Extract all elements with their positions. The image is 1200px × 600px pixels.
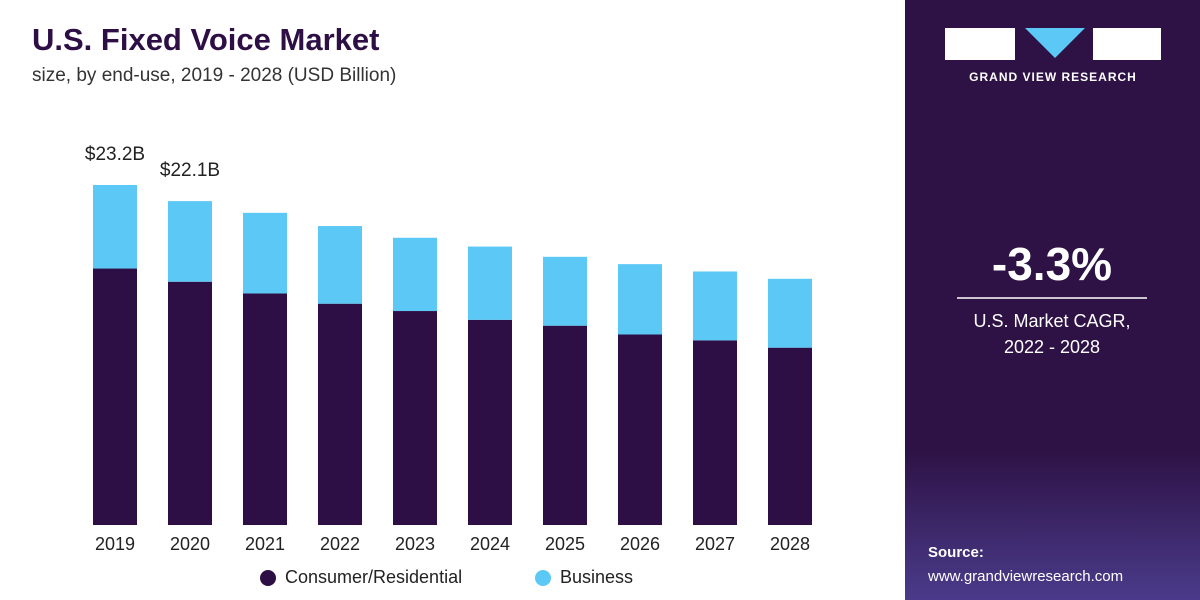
x-tick-label: 2022 [320,534,360,554]
x-tick-label: 2024 [470,534,510,554]
x-tick-label: 2021 [245,534,285,554]
chart-background [0,0,905,600]
bar-segment [468,246,512,320]
legend-swatch [535,570,551,586]
bar-segment [693,271,737,341]
logo-block [945,28,1015,60]
bar-segment [693,340,737,525]
sidebar-background [905,0,1200,600]
x-tick-label: 2025 [545,534,585,554]
x-tick-label: 2028 [770,534,810,554]
legend-swatch [260,570,276,586]
source-url: www.grandviewresearch.com [927,568,1123,585]
bar-segment [768,278,812,348]
bar-segment [318,303,362,525]
value-label: $22.1B [160,160,220,181]
bar-segment [543,256,587,326]
chart-subtitle: size, by end-use, 2019 - 2028 (USD Billi… [32,65,396,86]
cagr-caption: U.S. Market CAGR, [973,311,1130,331]
cagr-caption: 2022 - 2028 [1004,337,1100,357]
value-label: $23.2B [85,144,145,165]
x-tick-label: 2020 [170,534,210,554]
x-tick-label: 2023 [395,534,435,554]
logo-triangle [1025,28,1085,58]
bar-segment [168,201,212,282]
bar-segment [93,185,137,269]
x-tick-label: 2026 [620,534,660,554]
bar-segment [168,281,212,525]
cagr-value: -3.3% [992,238,1112,290]
bar-segment [393,311,437,525]
bar-segment [393,237,437,312]
source-label: Source: [928,544,984,561]
bar-segment [318,226,362,304]
legend-label: Consumer/Residential [285,567,462,587]
logo-block [1093,28,1161,60]
brand: GRAND VIEW RESEARCH [969,70,1137,84]
bar-segment [618,264,662,335]
logo: GRAND VIEW RESEARCH [945,28,1161,84]
bar-segment [243,212,287,294]
bar-segment [543,325,587,525]
x-tick-label: 2019 [95,534,135,554]
chart-title: U.S. Fixed Voice Market [32,22,379,57]
bar-segment [93,268,137,525]
bar-segment [768,347,812,525]
legend-label: Business [560,567,633,587]
bar-segment [243,293,287,525]
x-tick-label: 2027 [695,534,735,554]
bar-segment [618,334,662,525]
bar-segment [468,319,512,525]
